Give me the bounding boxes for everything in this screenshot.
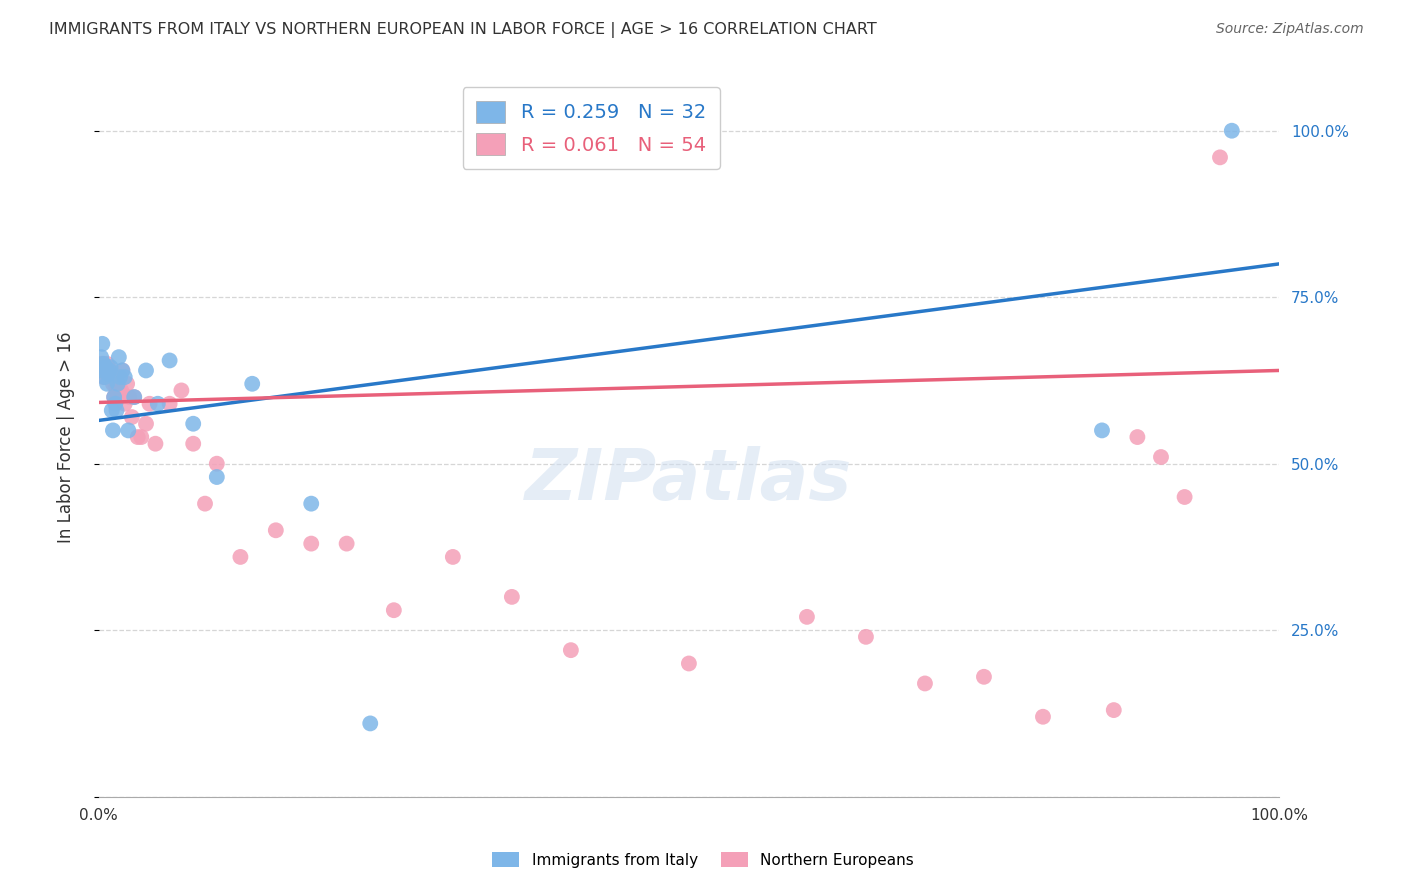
Point	[96, 376, 118, 391]
Point	[205, 470, 228, 484]
Point	[1091, 424, 1114, 438]
Point	[115, 376, 138, 391]
Point	[382, 603, 405, 617]
Point	[91, 336, 114, 351]
Point	[108, 350, 131, 364]
Point	[1126, 430, 1149, 444]
Point	[1174, 490, 1197, 504]
Point	[94, 360, 117, 375]
Point	[90, 357, 112, 371]
Text: Source: ZipAtlas.com: Source: ZipAtlas.com	[1216, 22, 1364, 37]
Point	[105, 384, 128, 398]
Point	[94, 360, 117, 375]
Point	[93, 357, 115, 371]
Point	[122, 390, 145, 404]
Point	[796, 610, 818, 624]
Point	[441, 549, 464, 564]
Point	[103, 390, 125, 404]
Point	[336, 536, 359, 550]
Point	[96, 357, 118, 371]
Point	[159, 353, 181, 368]
Point	[973, 670, 995, 684]
Point	[127, 430, 149, 444]
Point	[111, 363, 134, 377]
Point	[108, 370, 131, 384]
Point	[170, 384, 193, 398]
Point	[98, 363, 121, 377]
Point	[103, 390, 125, 404]
Point	[104, 397, 127, 411]
Point	[97, 367, 120, 381]
Legend: R = 0.259   N = 32, R = 0.061   N = 54: R = 0.259 N = 32, R = 0.061 N = 54	[463, 87, 720, 169]
Point	[108, 390, 131, 404]
Point	[135, 363, 157, 377]
Point	[91, 357, 114, 371]
Point	[107, 390, 129, 404]
Point	[93, 370, 115, 384]
Point	[101, 424, 124, 438]
Point	[240, 376, 263, 391]
Point	[145, 436, 167, 450]
Point	[100, 403, 122, 417]
Point	[114, 397, 136, 411]
Point	[181, 417, 204, 431]
Point	[107, 376, 129, 391]
Point	[138, 397, 160, 411]
Point	[108, 384, 131, 398]
Point	[118, 390, 141, 404]
Point	[117, 424, 139, 438]
Point	[1102, 703, 1125, 717]
Point	[101, 376, 124, 391]
Y-axis label: In Labor Force | Age > 16: In Labor Force | Age > 16	[58, 331, 75, 543]
Point	[129, 430, 152, 444]
Point	[100, 360, 122, 375]
Point	[89, 363, 111, 377]
Point	[100, 363, 122, 377]
Point	[97, 363, 120, 377]
Point	[98, 363, 121, 377]
Point	[93, 363, 115, 377]
Point	[194, 497, 217, 511]
Point	[122, 390, 145, 404]
Point	[1032, 710, 1054, 724]
Legend: Immigrants from Italy, Northern Europeans: Immigrants from Italy, Northern European…	[485, 846, 921, 873]
Point	[264, 523, 287, 537]
Point	[104, 376, 127, 391]
Point	[855, 630, 877, 644]
Point	[560, 643, 582, 657]
Point	[105, 403, 128, 417]
Point	[181, 436, 204, 450]
Point	[229, 549, 252, 564]
Point	[914, 676, 936, 690]
Point	[100, 370, 122, 384]
Point	[299, 536, 322, 550]
Text: IMMIGRANTS FROM ITALY VS NORTHERN EUROPEAN IN LABOR FORCE | AGE > 16 CORRELATION: IMMIGRANTS FROM ITALY VS NORTHERN EUROPE…	[49, 22, 877, 38]
Point	[114, 370, 136, 384]
Point	[146, 397, 169, 411]
Point	[205, 457, 228, 471]
Point	[111, 363, 134, 377]
Point	[93, 370, 115, 384]
Point	[299, 497, 322, 511]
Point	[89, 363, 111, 377]
Text: ZIPatlas: ZIPatlas	[526, 446, 852, 515]
Point	[135, 417, 157, 431]
Point	[110, 384, 132, 398]
Point	[1220, 124, 1243, 138]
Point	[1209, 150, 1232, 164]
Point	[501, 590, 523, 604]
Point	[359, 716, 381, 731]
Point	[159, 397, 181, 411]
Point	[678, 657, 700, 671]
Point	[1150, 450, 1173, 464]
Point	[121, 410, 143, 425]
Point	[90, 350, 112, 364]
